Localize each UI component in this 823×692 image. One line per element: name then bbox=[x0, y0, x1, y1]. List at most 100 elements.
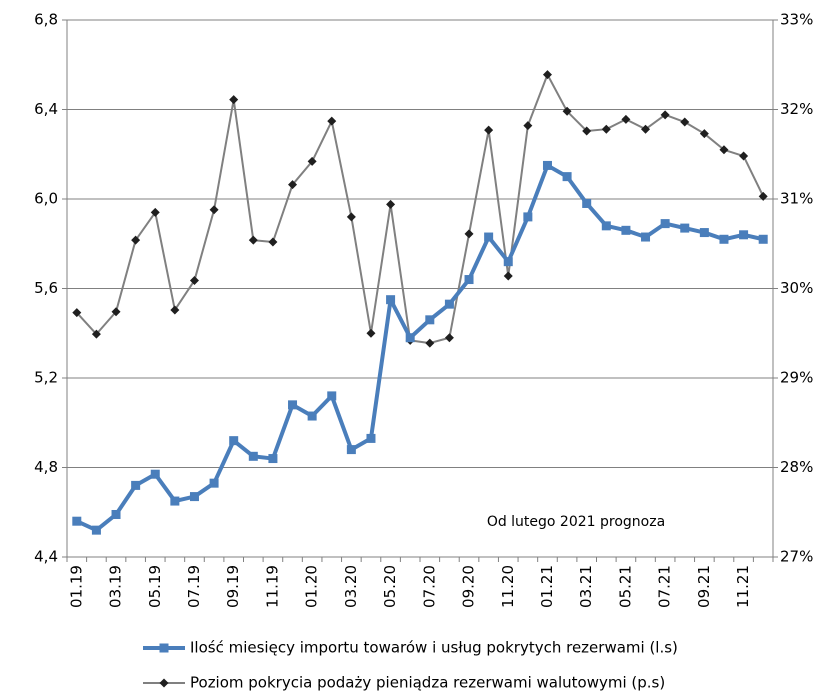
marker bbox=[484, 232, 494, 242]
marker bbox=[425, 338, 435, 348]
x-tick-label: 07.20 bbox=[420, 565, 438, 608]
marker bbox=[346, 212, 356, 222]
marker bbox=[464, 275, 474, 285]
legend-marker bbox=[159, 643, 169, 653]
marker bbox=[405, 333, 415, 343]
marker bbox=[739, 230, 749, 240]
y-tick-label: 6,8 bbox=[34, 11, 58, 29]
legend-entry: Ilość miesięcy importu towarów i usług p… bbox=[143, 639, 678, 657]
marker bbox=[680, 223, 690, 233]
marker bbox=[641, 232, 651, 242]
marker bbox=[91, 525, 101, 535]
marker bbox=[248, 451, 258, 461]
marker bbox=[739, 151, 749, 161]
marker bbox=[268, 237, 278, 247]
marker bbox=[131, 480, 141, 490]
x-tick-label: 01.20 bbox=[303, 565, 321, 608]
marker bbox=[562, 106, 572, 116]
marker bbox=[307, 156, 317, 166]
legend-label: Ilość miesięcy importu towarów i usług p… bbox=[190, 639, 678, 657]
y2-tick-label: 31% bbox=[780, 190, 813, 208]
marker bbox=[699, 129, 709, 139]
marker bbox=[542, 70, 552, 80]
marker bbox=[542, 160, 552, 170]
y-tick-label: 4,8 bbox=[34, 458, 58, 476]
x-tick-label: 09.20 bbox=[460, 565, 478, 608]
marker bbox=[444, 333, 454, 343]
marker bbox=[170, 496, 180, 506]
y-tick-label: 4,4 bbox=[34, 548, 58, 566]
marker bbox=[91, 329, 101, 339]
marker bbox=[758, 234, 768, 244]
marker bbox=[131, 235, 141, 245]
legend-entry: Poziom pokrycia podaży pieniądza rezerwa… bbox=[143, 674, 665, 692]
x-tick-label: 05.21 bbox=[616, 565, 634, 608]
marker bbox=[170, 305, 180, 315]
marker bbox=[327, 391, 337, 401]
x-tick-label: 09.21 bbox=[695, 565, 713, 608]
x-tick-label: 09.19 bbox=[224, 565, 242, 608]
x-tick-label: 11.21 bbox=[734, 565, 752, 608]
marker bbox=[621, 114, 631, 124]
marker bbox=[72, 308, 82, 318]
y2-tick-label: 33% bbox=[780, 11, 813, 29]
marker bbox=[189, 275, 199, 285]
marker bbox=[758, 191, 768, 201]
marker bbox=[641, 124, 651, 134]
marker bbox=[523, 121, 533, 131]
marker bbox=[366, 433, 376, 443]
legend-marker bbox=[159, 678, 169, 688]
marker bbox=[621, 225, 631, 235]
marker bbox=[660, 219, 670, 229]
x-tick-label: 01.21 bbox=[538, 565, 556, 608]
y-tick-label: 6,4 bbox=[34, 100, 58, 118]
x-tick-label: 07.19 bbox=[185, 565, 203, 608]
x-tick-label: 11.19 bbox=[263, 565, 281, 608]
marker bbox=[189, 492, 199, 502]
marker bbox=[523, 212, 533, 222]
marker bbox=[484, 125, 494, 135]
marker bbox=[288, 400, 298, 410]
marker bbox=[503, 257, 513, 267]
marker bbox=[699, 228, 709, 238]
y-tick-label: 5,6 bbox=[34, 279, 58, 297]
marker bbox=[150, 469, 160, 479]
marker bbox=[444, 299, 454, 309]
marker bbox=[150, 207, 160, 217]
x-tick-label: 05.19 bbox=[146, 565, 164, 608]
y2-tick-label: 28% bbox=[780, 458, 813, 476]
x-tick-label: 03.20 bbox=[342, 565, 360, 608]
marker bbox=[719, 145, 729, 155]
x-tick-label: 01.19 bbox=[67, 565, 85, 608]
x-tick-label: 05.20 bbox=[381, 565, 399, 608]
marker bbox=[111, 307, 121, 317]
x-tick-label: 03.19 bbox=[107, 565, 125, 608]
marker bbox=[209, 478, 219, 488]
marker bbox=[562, 172, 572, 182]
marker bbox=[229, 95, 239, 105]
marker bbox=[209, 205, 219, 215]
y2-tick-label: 32% bbox=[780, 100, 813, 118]
marker bbox=[601, 221, 611, 231]
marker bbox=[719, 234, 729, 244]
y-tick-label: 6,0 bbox=[34, 190, 58, 208]
marker bbox=[111, 509, 121, 519]
x-tick-label: 11.20 bbox=[499, 565, 517, 608]
x-tick-label: 07.21 bbox=[656, 565, 674, 608]
series-line bbox=[76, 73, 765, 345]
x-tick-label: 03.21 bbox=[577, 565, 595, 608]
marker bbox=[582, 126, 592, 136]
marker bbox=[386, 199, 396, 209]
y2-tick-label: 27% bbox=[780, 548, 813, 566]
series-line bbox=[75, 163, 764, 533]
marker bbox=[366, 328, 376, 338]
marker bbox=[307, 411, 317, 421]
marker bbox=[464, 229, 474, 239]
annotation: Od lutego 2021 prognoza bbox=[487, 514, 665, 530]
marker bbox=[268, 454, 278, 464]
y2-tick-label: 30% bbox=[780, 279, 813, 297]
y-tick-label: 5,2 bbox=[34, 369, 58, 387]
marker bbox=[680, 117, 690, 127]
marker bbox=[229, 436, 239, 446]
marker bbox=[601, 124, 611, 134]
